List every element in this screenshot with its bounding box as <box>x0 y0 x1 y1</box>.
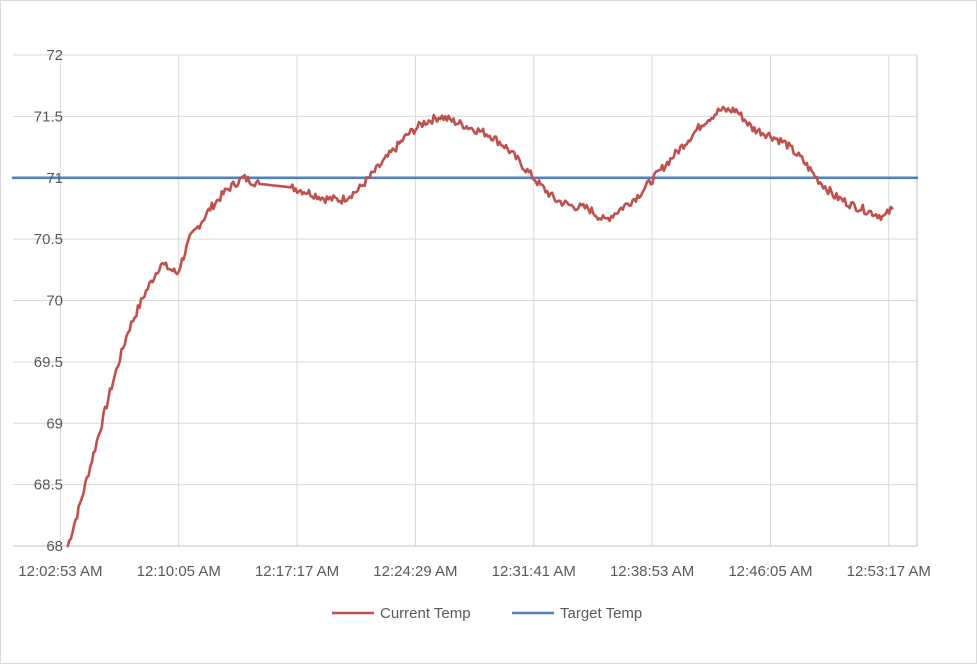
x-axis-tick-labels: 12:02:53 AM 12:10:05 AM 12:17:17 AM 12:24:2… <box>18 563 931 580</box>
x-tick-label: 12:38:53 AM <box>610 563 694 580</box>
x-tick-label: 12:17:17 AM <box>255 563 339 580</box>
y-tick-label: 69 <box>46 415 63 432</box>
y-tick-label: 70 <box>46 293 63 310</box>
x-tick-label: 12:31:41 AM <box>492 563 576 580</box>
y-tick-label: 70.5 <box>34 231 63 248</box>
y-tick-label: 68 <box>46 538 63 555</box>
y-tick-label: 71.5 <box>34 108 63 125</box>
legend-label-current-temp: Current Temp <box>380 605 471 622</box>
current-temp-line <box>66 105 894 548</box>
legend: Current Temp Target Temp <box>332 605 642 622</box>
axes <box>13 55 918 547</box>
legend-label-target-temp: Target Temp <box>560 605 642 622</box>
y-tick-label: 69.5 <box>34 354 63 371</box>
x-tick-label: 12:10:05 AM <box>137 563 221 580</box>
y-tick-label: 68.5 <box>34 477 63 494</box>
x-tick-label: 12:53:17 AM <box>847 563 931 580</box>
x-tick-label: 12:46:05 AM <box>728 563 812 580</box>
x-tick-label: 12:02:53 AM <box>18 563 102 580</box>
y-tick-label: 72 <box>46 47 63 64</box>
y-axis-tick-labels: 68 68.5 69 69.5 70 70.5 71 71.5 72 <box>34 47 63 555</box>
series-lines <box>11 105 919 548</box>
y-tick-label: 71 <box>46 170 63 187</box>
x-tick-label: 12:24:29 AM <box>373 563 457 580</box>
